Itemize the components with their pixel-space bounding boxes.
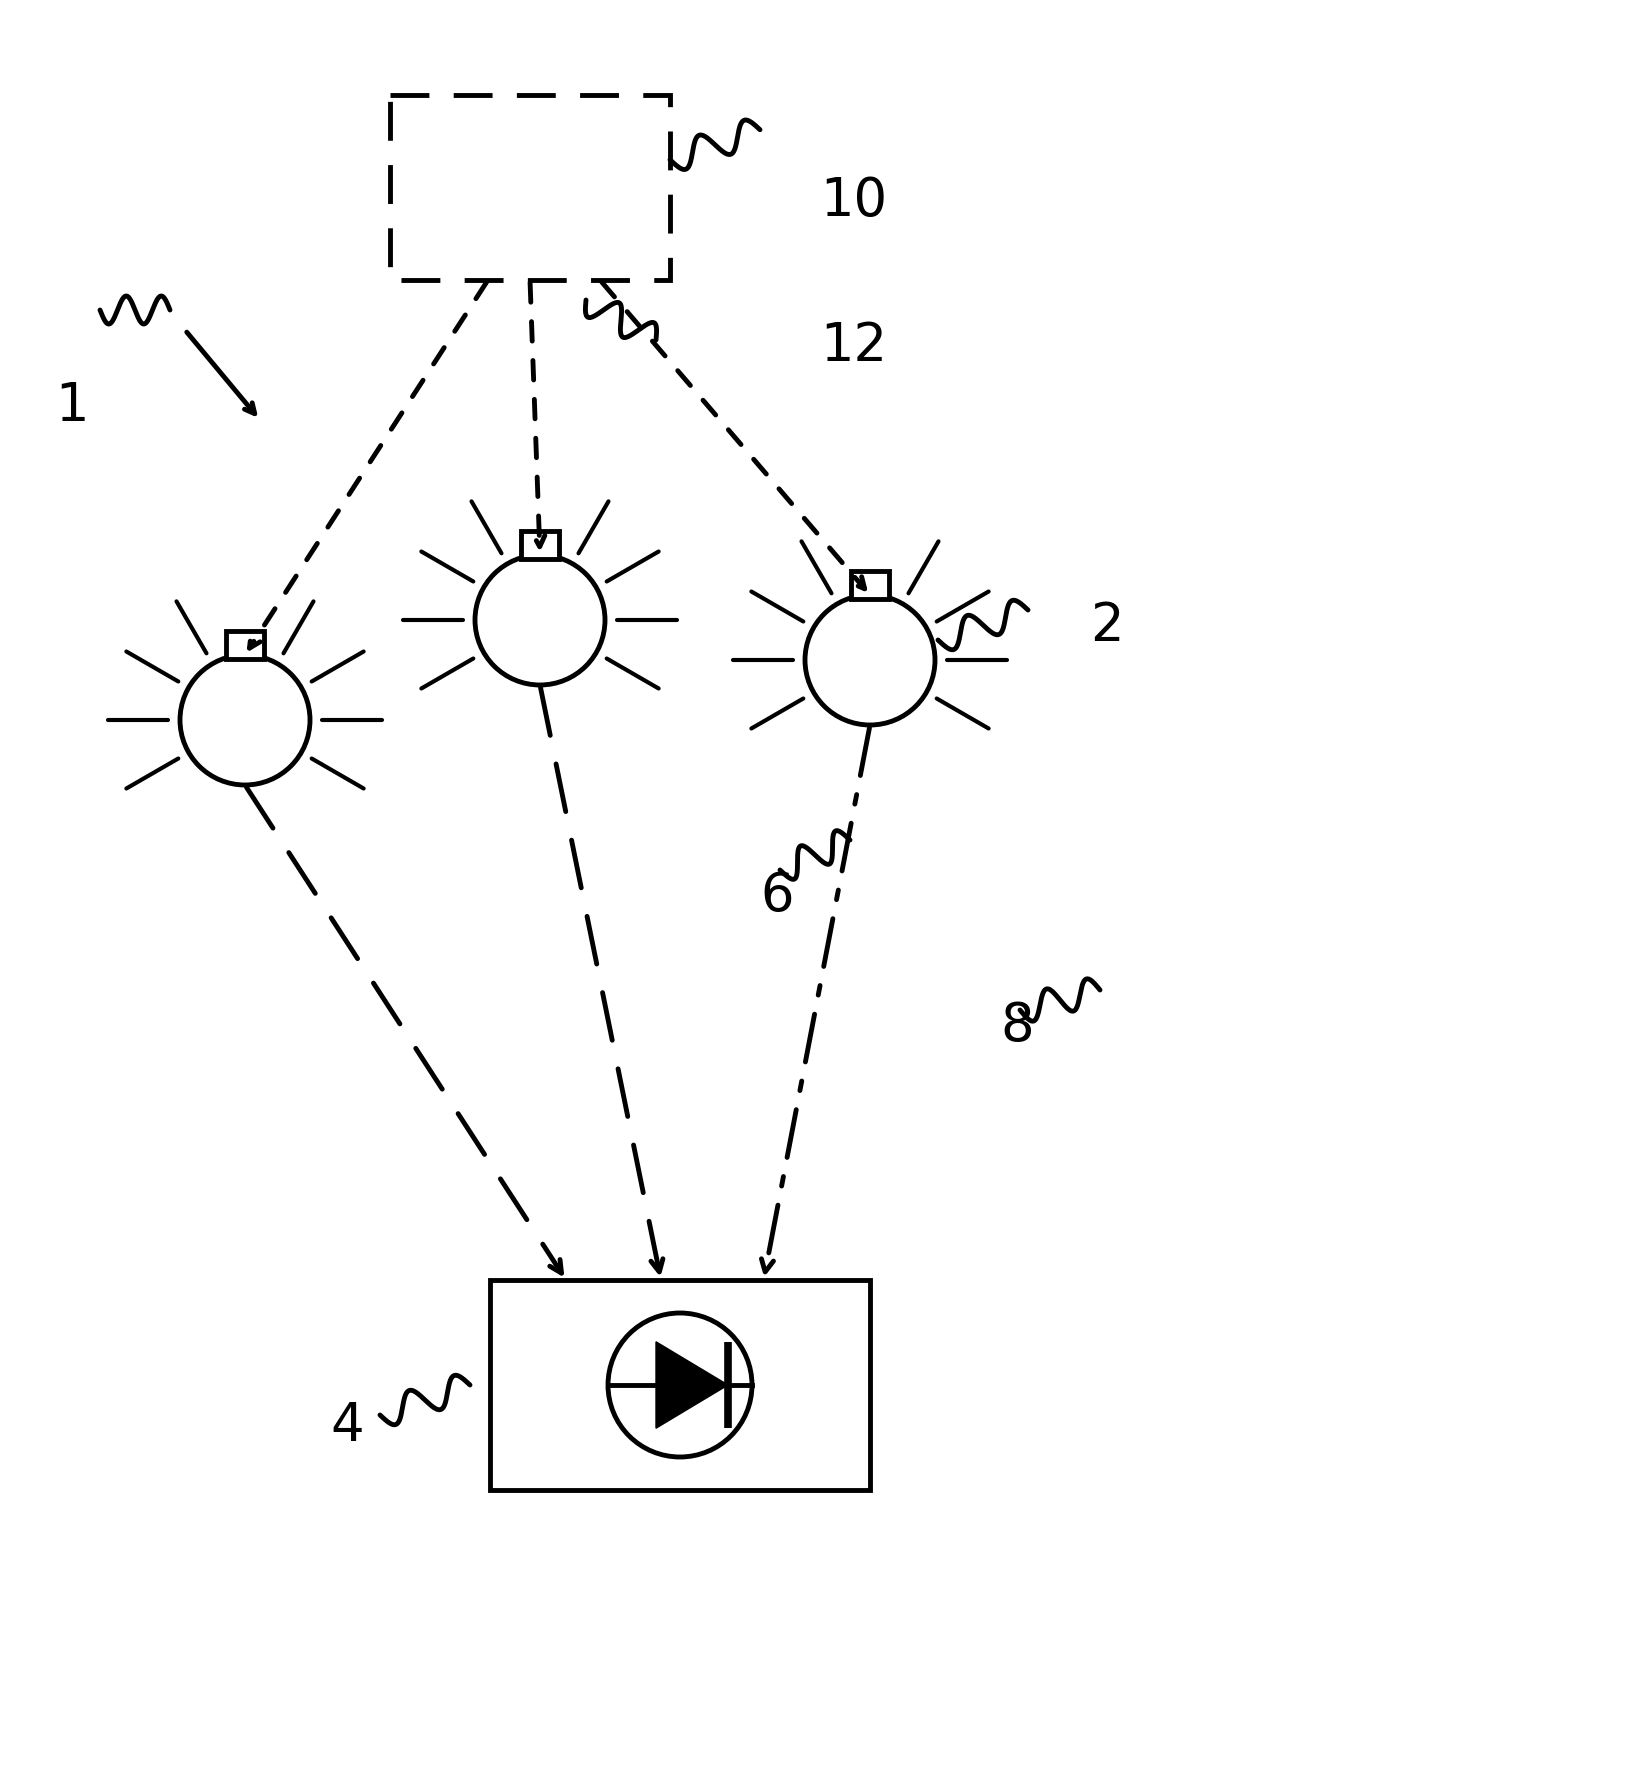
Text: 8: 8 [1000, 1000, 1033, 1051]
Bar [226, 631, 264, 660]
Text: 1: 1 [54, 379, 89, 433]
Bar [850, 571, 888, 599]
Text: 12: 12 [821, 319, 887, 372]
Bar [391, 96, 671, 280]
Circle shape [475, 555, 605, 684]
Circle shape [804, 596, 934, 725]
Bar [521, 530, 559, 558]
Text: 4: 4 [330, 1401, 364, 1452]
Text: 2: 2 [1089, 599, 1124, 652]
Polygon shape [656, 1342, 728, 1429]
Text: 10: 10 [821, 176, 887, 227]
Circle shape [180, 654, 310, 785]
Bar [489, 1280, 870, 1489]
Text: 6: 6 [760, 871, 794, 922]
